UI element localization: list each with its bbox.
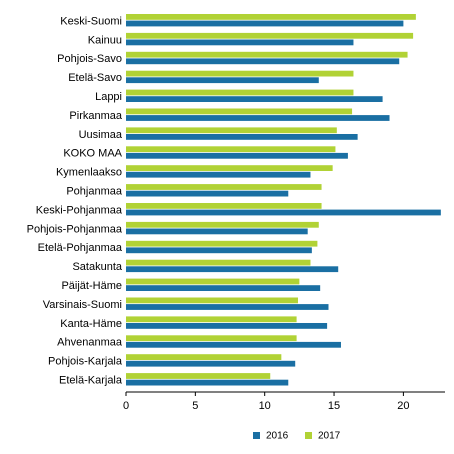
- bar-2016-10: [126, 190, 289, 197]
- bar-2017-6: [126, 108, 353, 115]
- x-tick-label: 10: [259, 400, 271, 412]
- category-label: Pohjois-Savo: [57, 53, 122, 65]
- category-label: Pohjois-Pohjanmaa: [27, 223, 123, 235]
- bar-2017-12: [126, 221, 319, 228]
- category-label: Pirkanmaa: [69, 110, 122, 122]
- x-axis-ticks: 0 5 10 15 20: [123, 392, 410, 412]
- bar-2016-2: [126, 39, 354, 46]
- bar-2017-8: [126, 146, 336, 153]
- bar-2017-9: [126, 165, 333, 171]
- bar-2016-16: [126, 304, 329, 310]
- legend: 2016 2017: [253, 431, 341, 442]
- bar-2016-14: [126, 266, 339, 273]
- bar-2016-5: [126, 96, 383, 102]
- category-label: Varsinais-Suomi: [43, 299, 122, 311]
- category-label: KOKO MAA: [63, 148, 122, 160]
- bar-2016-3: [126, 58, 400, 65]
- bar-2016-1: [126, 20, 404, 27]
- category-label: Kanta-Häme: [60, 318, 122, 330]
- bar-2017-10: [126, 184, 322, 190]
- legend-swatch-2017: [305, 432, 312, 439]
- category-label: Päijät-Häme: [61, 280, 122, 292]
- x-tick-label: 20: [397, 400, 409, 412]
- bar-2017-3: [126, 51, 408, 58]
- bar-2017-4: [126, 70, 354, 77]
- bar-2017-19: [126, 354, 282, 360]
- bar-2016-8: [126, 152, 348, 159]
- bar-2016-18: [126, 341, 341, 348]
- bar-2016-11: [126, 209, 441, 216]
- category-label: Kymenlaakso: [56, 167, 122, 179]
- bar-2017-1: [126, 14, 416, 20]
- legend-label-2017: 2017: [318, 431, 341, 442]
- category-label: Ahvenanmaa: [57, 337, 123, 349]
- bar-2017-2: [126, 32, 414, 39]
- bar-2016-12: [126, 228, 308, 235]
- category-label: Pohjanmaa: [66, 185, 123, 197]
- category-label: Keski-Suomi: [60, 15, 122, 27]
- x-tick-label: 0: [123, 400, 129, 412]
- bar-2016-9: [126, 171, 311, 178]
- bar-2016-4: [126, 77, 319, 84]
- bar-2017-13: [126, 240, 318, 247]
- bar-2016-15: [126, 285, 321, 291]
- bar-2017-11: [126, 203, 322, 209]
- bar-2016-13: [126, 247, 312, 254]
- x-tick-label: 5: [192, 400, 198, 412]
- bar-2017-18: [126, 335, 297, 342]
- bar-2017-7: [126, 127, 337, 134]
- bar-2016-17: [126, 323, 328, 329]
- bar-2016-6: [126, 115, 390, 121]
- bar-2016-20: [126, 379, 289, 386]
- legend-label-2016: 2016: [266, 431, 289, 442]
- category-label: Keski-Pohjanmaa: [36, 204, 123, 216]
- bar-2016-19: [126, 360, 296, 367]
- category-label: Satakunta: [72, 261, 122, 273]
- category-label: Kainuu: [88, 34, 122, 46]
- legend-swatch-2016: [253, 432, 260, 439]
- category-label: Lappi: [95, 91, 122, 103]
- category-labels: Keski-Suomi Kainuu Pohjois-Savo Etelä-Savo L…: [27, 15, 123, 386]
- bar-2017-14: [126, 259, 311, 266]
- category-label: Etelä-Pohjanmaa: [38, 242, 123, 254]
- x-tick-label: 15: [328, 400, 340, 412]
- bar-2017-20: [126, 373, 271, 379]
- bar-2017-16: [126, 297, 298, 304]
- category-label: Uusimaa: [79, 129, 123, 141]
- bar-2016-7: [126, 134, 358, 140]
- bars-group: [126, 14, 441, 386]
- bar-2017-17: [126, 316, 297, 323]
- bar-2017-15: [126, 278, 300, 285]
- category-label: Etelä-Savo: [68, 72, 122, 84]
- category-label: Pohjois-Karjala: [48, 356, 123, 368]
- category-label: Etelä-Karjala: [59, 374, 123, 386]
- bar-2017-5: [126, 89, 354, 96]
